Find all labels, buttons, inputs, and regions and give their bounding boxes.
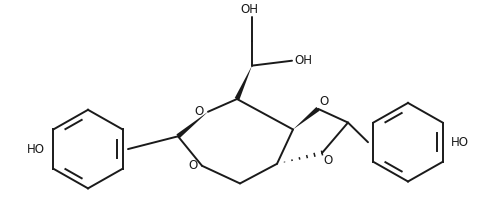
Text: O: O: [189, 159, 198, 172]
Text: OH: OH: [240, 2, 258, 16]
Text: O: O: [323, 154, 332, 167]
Text: HO: HO: [27, 143, 45, 156]
Polygon shape: [177, 112, 208, 138]
Polygon shape: [235, 66, 252, 100]
Text: OH: OH: [294, 54, 312, 67]
Text: O: O: [195, 105, 204, 118]
Text: HO: HO: [451, 136, 469, 149]
Text: O: O: [319, 95, 328, 108]
Polygon shape: [293, 107, 319, 129]
